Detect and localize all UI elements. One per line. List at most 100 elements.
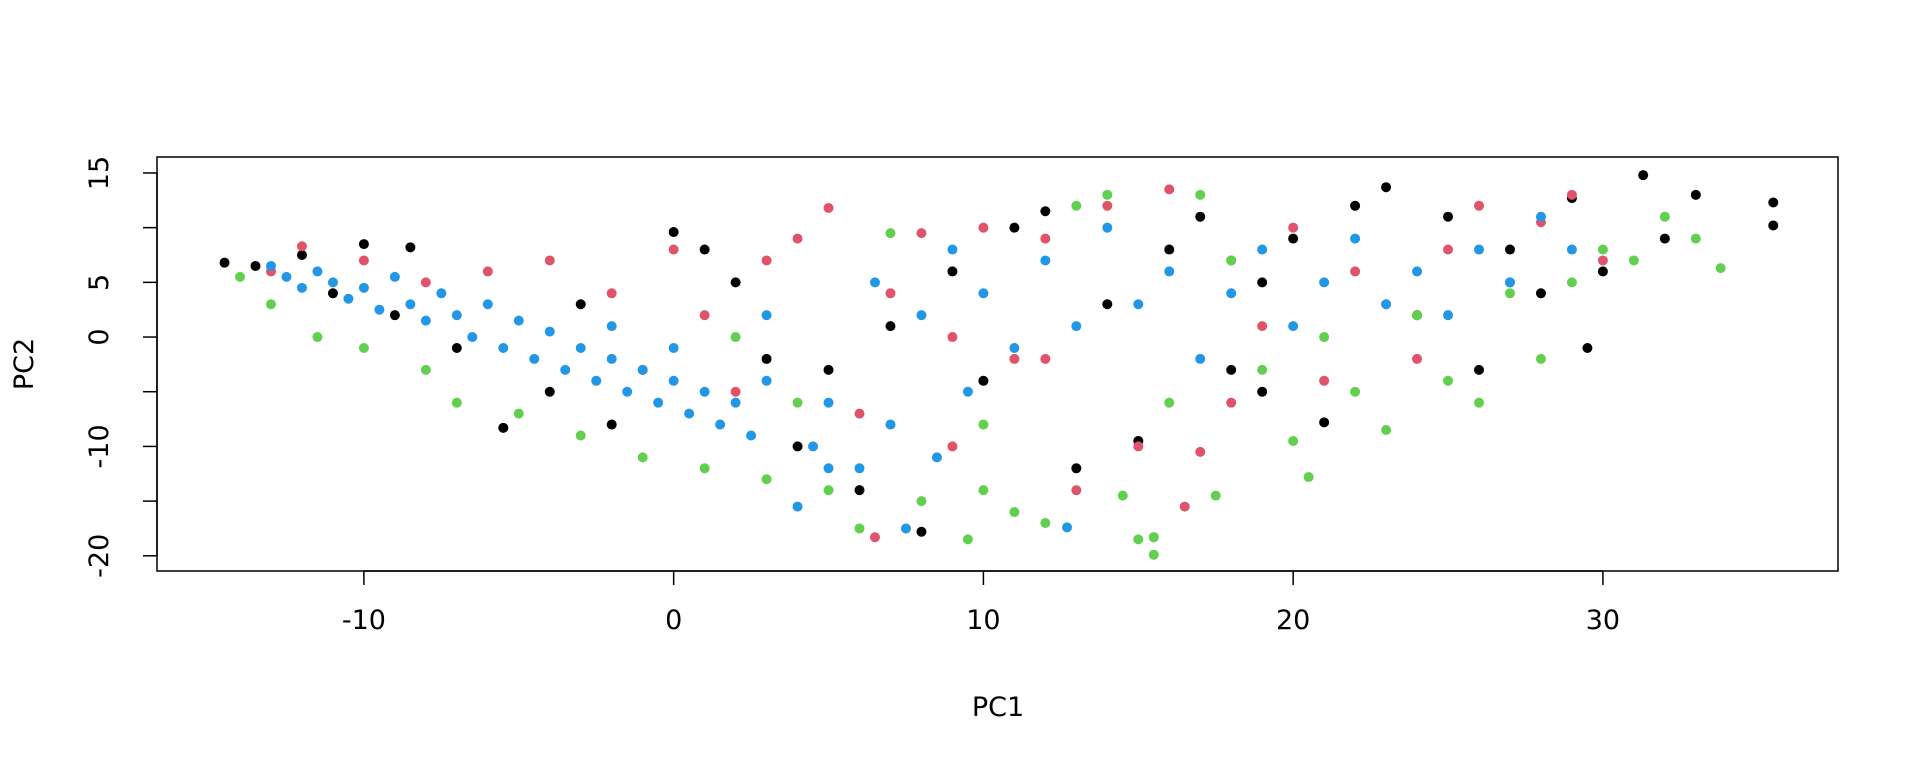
point bbox=[823, 463, 834, 474]
point bbox=[637, 452, 648, 463]
point bbox=[1117, 490, 1128, 501]
point bbox=[1319, 375, 1330, 386]
point bbox=[1195, 353, 1206, 364]
point bbox=[916, 310, 927, 321]
point bbox=[978, 419, 989, 430]
point bbox=[1443, 211, 1454, 222]
point bbox=[405, 299, 416, 310]
point bbox=[668, 375, 679, 386]
point bbox=[699, 310, 710, 321]
point bbox=[312, 332, 323, 343]
point bbox=[1288, 435, 1299, 446]
point bbox=[715, 419, 726, 430]
point bbox=[420, 315, 431, 326]
point bbox=[1062, 522, 1073, 533]
point bbox=[1412, 310, 1423, 321]
point bbox=[1102, 222, 1113, 233]
point bbox=[575, 299, 586, 310]
plot-frame bbox=[156, 156, 1839, 572]
point bbox=[1566, 277, 1577, 288]
point bbox=[1257, 386, 1268, 397]
x-tick-label: 20 bbox=[1276, 605, 1310, 636]
point bbox=[606, 353, 617, 364]
point bbox=[900, 523, 911, 534]
point bbox=[1443, 375, 1454, 386]
point bbox=[854, 463, 865, 474]
point bbox=[575, 342, 586, 353]
point bbox=[792, 397, 803, 408]
point bbox=[1443, 310, 1454, 321]
point bbox=[1071, 485, 1082, 496]
point bbox=[451, 342, 462, 353]
point bbox=[1071, 321, 1082, 332]
point bbox=[1226, 255, 1237, 266]
point bbox=[606, 321, 617, 332]
point bbox=[699, 244, 710, 255]
point bbox=[1474, 364, 1485, 375]
point bbox=[869, 532, 880, 543]
point bbox=[1474, 200, 1485, 211]
point bbox=[1628, 255, 1639, 266]
point bbox=[358, 239, 369, 250]
point bbox=[1040, 255, 1051, 266]
point bbox=[1071, 200, 1082, 211]
point bbox=[1257, 364, 1268, 375]
point bbox=[823, 364, 834, 375]
x-tick-label: 0 bbox=[665, 605, 682, 636]
point bbox=[1288, 222, 1299, 233]
point bbox=[1133, 441, 1144, 452]
point bbox=[761, 255, 772, 266]
point bbox=[1164, 244, 1175, 255]
point bbox=[312, 266, 323, 277]
point bbox=[1040, 517, 1051, 528]
point bbox=[1009, 507, 1020, 518]
point bbox=[1009, 342, 1020, 353]
point bbox=[1319, 417, 1330, 428]
point bbox=[250, 260, 261, 271]
point bbox=[947, 266, 958, 277]
point bbox=[668, 244, 679, 255]
point bbox=[1504, 288, 1515, 299]
point bbox=[513, 408, 524, 419]
point bbox=[916, 228, 927, 239]
point bbox=[560, 364, 571, 375]
y-tick-label: -10 bbox=[84, 424, 115, 468]
point bbox=[1768, 220, 1779, 231]
point bbox=[730, 397, 741, 408]
point bbox=[1582, 342, 1593, 353]
point bbox=[962, 386, 973, 397]
point bbox=[622, 386, 633, 397]
point bbox=[1148, 549, 1159, 560]
point bbox=[389, 310, 400, 321]
point bbox=[498, 342, 509, 353]
point bbox=[978, 485, 989, 496]
point bbox=[296, 282, 307, 293]
point bbox=[823, 202, 834, 213]
point bbox=[854, 485, 865, 496]
point bbox=[978, 375, 989, 386]
point bbox=[1226, 364, 1237, 375]
point bbox=[978, 222, 989, 233]
point bbox=[420, 364, 431, 375]
point bbox=[1566, 189, 1577, 200]
point bbox=[792, 233, 803, 244]
point bbox=[1257, 277, 1268, 288]
point bbox=[1350, 200, 1361, 211]
point bbox=[1040, 206, 1051, 217]
point bbox=[668, 342, 679, 353]
point bbox=[296, 241, 307, 252]
point bbox=[1133, 534, 1144, 545]
point bbox=[467, 332, 478, 343]
point bbox=[265, 260, 276, 271]
point bbox=[1102, 189, 1113, 200]
point bbox=[1659, 211, 1670, 222]
point bbox=[1350, 386, 1361, 397]
point bbox=[1148, 532, 1159, 543]
point bbox=[1257, 321, 1268, 332]
point bbox=[823, 485, 834, 496]
point bbox=[869, 277, 880, 288]
point bbox=[1412, 353, 1423, 364]
point bbox=[684, 408, 695, 419]
point bbox=[1504, 244, 1515, 255]
